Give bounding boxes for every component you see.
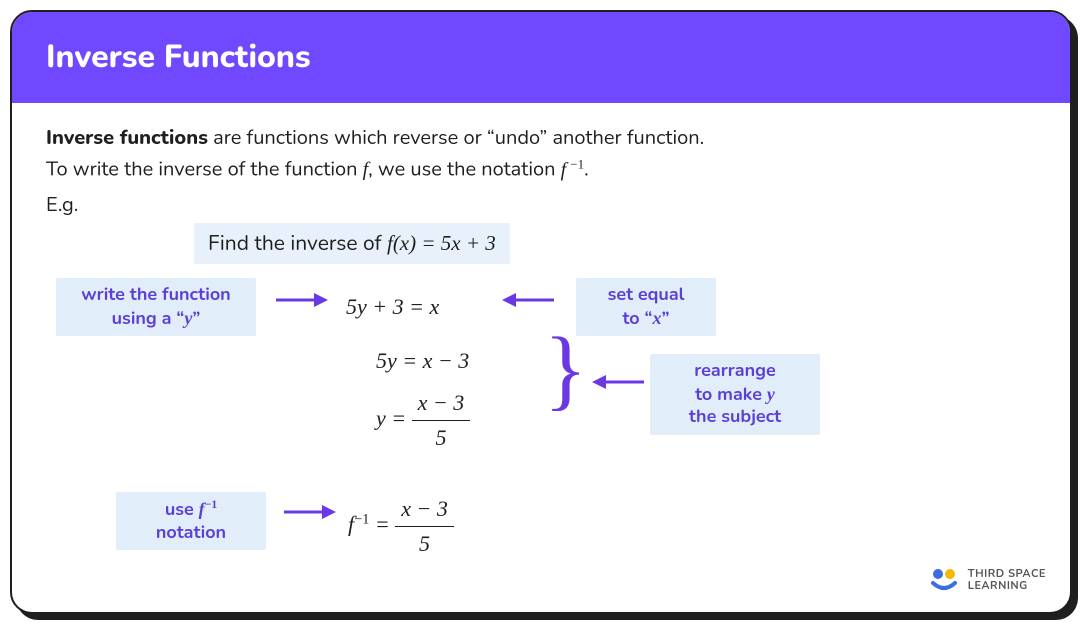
intro2-a: To write the inverse of the function (46, 157, 363, 184)
step-write-y: write the function using a “y” (56, 278, 256, 336)
example-prompt-a: Find the inverse of (208, 230, 387, 258)
intro2-notation: f −1 (561, 159, 584, 181)
brand-logo: THIRD SPACE LEARNING (930, 567, 1046, 593)
equation-3: y = x − 35 (376, 386, 470, 455)
intro-strong: Inverse functions (46, 125, 208, 152)
equation-2: 5y = x − 3 (376, 344, 469, 378)
arrow-left-icon (592, 370, 646, 394)
brace-icon: } (544, 325, 587, 415)
eg-label: E.g. (46, 190, 1036, 221)
step-notation: use f−1 notation (116, 492, 266, 550)
intro-rest: are functions which reverse or “undo” an… (208, 125, 704, 152)
arrow-right-icon (274, 288, 328, 312)
equation-4: f−1 = x − 35 (348, 492, 454, 561)
diagram: write the function using a “y” set equal… (46, 270, 1036, 570)
brand-icon (930, 567, 960, 593)
intro2-b: , we use the notation (368, 157, 561, 184)
brand-text: THIRD SPACE LEARNING (968, 568, 1046, 592)
intro-line-1: Inverse functions are functions which re… (46, 123, 1036, 154)
card: Inverse Functions Inverse functions are … (10, 10, 1072, 614)
equation-1: 5y + 3 = x (346, 290, 439, 324)
page-title: Inverse Functions (46, 36, 1036, 79)
example-prompt-eq: f(x) = 5x + 3 (387, 231, 496, 255)
arrow-left-icon (502, 288, 556, 312)
header: Inverse Functions (12, 12, 1070, 103)
example-highlight: Find the inverse of f(x) = 5x + 3 (194, 223, 510, 265)
intro-line-2: To write the inverse of the function f, … (46, 154, 1036, 186)
step-set-x: set equal to “x” (576, 278, 716, 336)
content: Inverse functions are functions which re… (12, 103, 1070, 613)
example-row: Find the inverse of f(x) = 5x + 3 (194, 223, 1036, 265)
arrow-right-icon (282, 500, 336, 524)
intro2-c: . (584, 157, 589, 184)
step-rearrange: rearrange to make y the subject (650, 354, 820, 435)
